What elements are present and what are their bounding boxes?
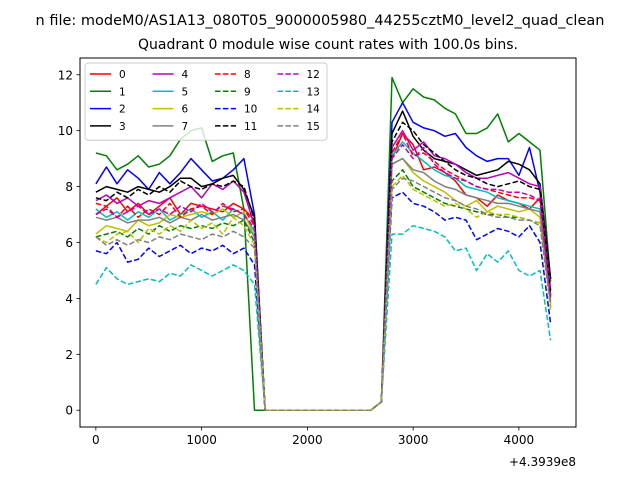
series-layer	[95, 76, 552, 411]
x-tick-label: 1000	[186, 433, 217, 447]
legend-label-13: 13	[307, 86, 320, 98]
x-tick-label: 0	[92, 433, 100, 447]
legend-label-7: 7	[182, 121, 189, 133]
y-tick-label: 0	[65, 404, 73, 418]
y-tick-label: 6	[65, 236, 73, 250]
x-axis: 0 1000 2000 3000 4000	[92, 427, 534, 447]
x-tick-label: 3000	[398, 433, 429, 447]
legend-label-14: 14	[307, 104, 321, 116]
legend-label-12: 12	[307, 69, 320, 81]
legend-label-11: 11	[244, 121, 257, 133]
legend-label-15: 15	[307, 121, 320, 133]
y-tick-label: 10	[58, 124, 73, 138]
series-line-14	[95, 174, 552, 411]
legend-label-9: 9	[244, 86, 251, 98]
figure-suptitle: n file: modeM0/AS1A13_080T05_9000005980_…	[36, 13, 605, 29]
y-tick-label: 8	[65, 180, 73, 194]
legend-label-3: 3	[119, 121, 126, 133]
y-tick-label: 2	[65, 348, 73, 362]
legend-label-8: 8	[244, 69, 251, 81]
legend-label-4: 4	[182, 69, 189, 81]
y-axis: 0 2 4 6 8 10 12	[58, 68, 80, 418]
legend-label-10: 10	[244, 104, 257, 116]
series-line-15	[95, 177, 552, 411]
x-axis-offset-label: +4.3939e8	[509, 455, 576, 469]
legend-label-6: 6	[182, 104, 189, 116]
legend-frame	[84, 62, 328, 141]
chart-title: Quadrant 0 module wise count rates with …	[138, 37, 518, 53]
series-line-11	[95, 121, 552, 411]
legend-label-0: 0	[119, 69, 126, 81]
legend-label-5: 5	[182, 86, 189, 98]
x-tick-label: 4000	[504, 433, 535, 447]
y-tick-label: 12	[58, 68, 73, 82]
x-tick-label: 2000	[292, 433, 323, 447]
legend-label-2: 2	[119, 104, 126, 116]
legend-label-1: 1	[119, 86, 126, 98]
y-tick-label: 4	[65, 292, 73, 306]
series-line-10	[95, 191, 552, 411]
